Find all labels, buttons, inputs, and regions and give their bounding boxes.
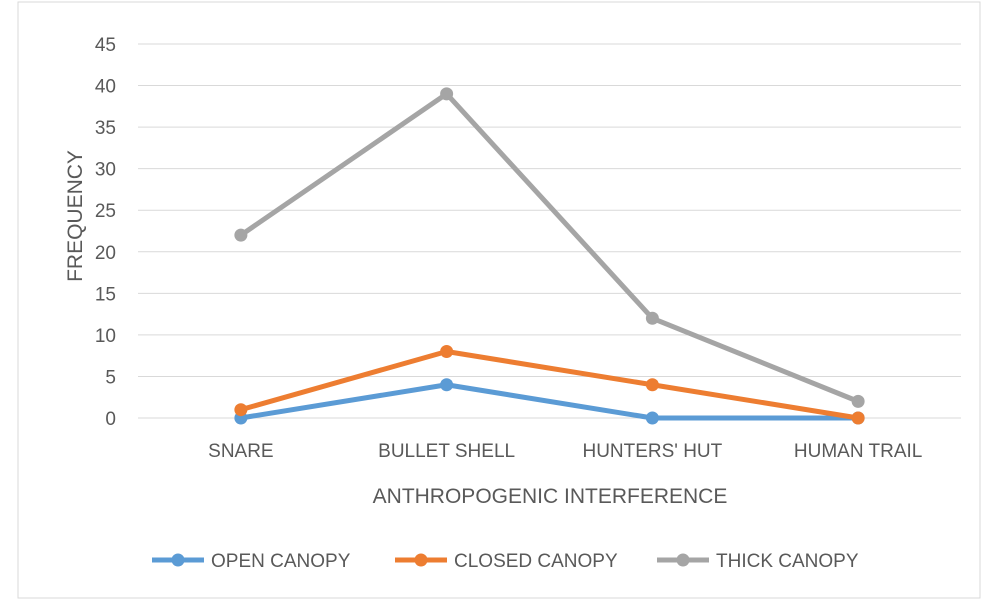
y-tick-label: 45 — [95, 35, 116, 56]
legend-item: OPEN CANOPY — [152, 551, 351, 572]
x-tick-label: SNARE — [208, 441, 273, 462]
series-line — [238, 91, 861, 404]
legend-marker — [414, 553, 428, 567]
y-tick-label: 40 — [95, 77, 116, 98]
legend-marker — [171, 553, 185, 567]
y-tick-label: 30 — [95, 160, 116, 181]
x-axis-label: ANTHROPOGENIC INTERFERENCE — [373, 485, 728, 508]
y-tick-label: 15 — [95, 284, 116, 305]
y-tick-label: 10 — [95, 326, 116, 347]
data-point — [440, 345, 454, 359]
y-tick-label: 35 — [95, 118, 116, 139]
x-tick-label: BULLET SHELL — [378, 441, 515, 462]
chart-border — [17, 1, 981, 599]
data-point — [645, 378, 659, 392]
data-point — [234, 403, 248, 417]
legend-marker — [676, 553, 690, 567]
data-point — [645, 311, 659, 325]
series-line — [238, 382, 861, 421]
data-point — [234, 228, 248, 242]
x-tick-label: HUNTERS' HUT — [582, 441, 722, 462]
data-point — [645, 411, 659, 425]
y-tick-label: 20 — [95, 243, 116, 264]
x-tick-label: HUMAN TRAIL — [794, 441, 922, 462]
data-point — [440, 87, 454, 101]
legend-item: THICK CANOPY — [657, 551, 859, 572]
data-point — [440, 378, 454, 392]
data-point — [851, 411, 865, 425]
legend-label: THICK CANOPY — [716, 551, 859, 572]
legend-item: CLOSED CANOPY — [395, 551, 618, 572]
y-axis-label: FREQUENCY — [64, 150, 87, 282]
y-tick-label: 5 — [105, 367, 116, 388]
legend-label: OPEN CANOPY — [211, 551, 351, 572]
data-point — [851, 394, 865, 408]
legend-label: CLOSED CANOPY — [454, 551, 618, 572]
y-tick-label: 0 — [105, 409, 116, 430]
series-line — [238, 349, 861, 421]
series-thick-canopy — [234, 87, 865, 408]
series-closed-canopy — [234, 345, 865, 425]
y-tick-label: 25 — [95, 201, 116, 222]
